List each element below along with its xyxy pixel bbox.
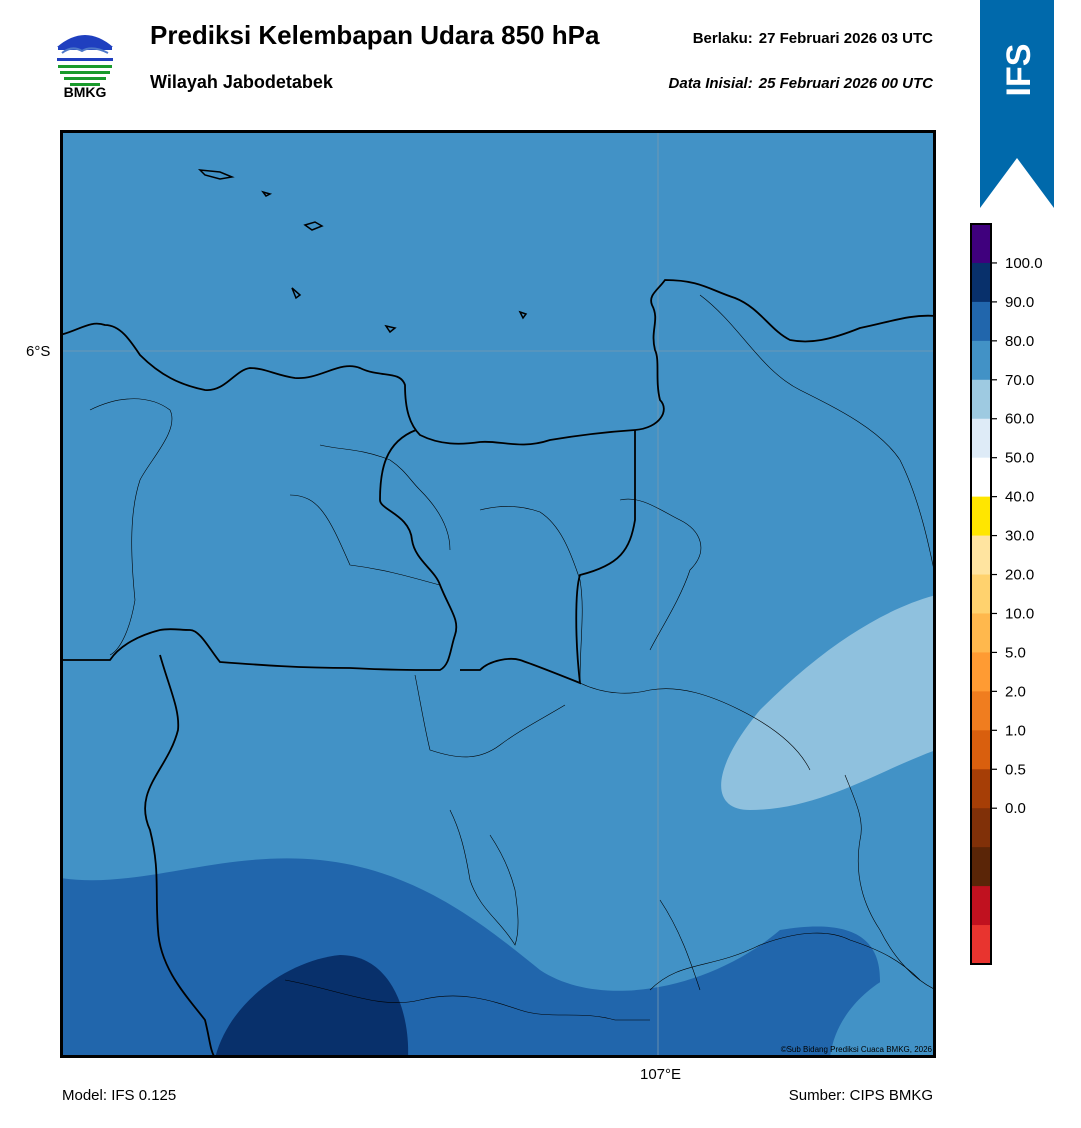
colorbar-segment xyxy=(971,457,991,498)
valid-time: Berlaku: 27 Februari 2026 03 UTC xyxy=(693,30,933,47)
valid-value: 27 Februari 2026 03 UTC xyxy=(758,30,933,47)
colorbar-tick-label: 40.0 xyxy=(1005,489,1034,506)
island xyxy=(384,324,397,334)
valid-label: Berlaku: xyxy=(692,30,753,47)
longitude-label: 107°E xyxy=(640,1066,682,1083)
humidity-map: ©Sub Bidang Prediksi Cuaca BMKG, 2026 xyxy=(60,130,936,1058)
colorbar-tick-label: 30.0 xyxy=(1005,528,1034,545)
bmkg-logo-icon xyxy=(54,29,116,91)
colorbar-tick-label: 50.0 xyxy=(1005,450,1034,467)
colorbar-tick-label: 100.0 xyxy=(1005,255,1043,272)
logo-label: BMKG xyxy=(63,84,107,100)
banner-text: IFS xyxy=(1000,44,1038,97)
init-label: Data Inisial: xyxy=(668,75,753,92)
island xyxy=(197,169,235,180)
colorbar-segment xyxy=(971,535,991,576)
colorbar-tick-label: 0.5 xyxy=(1005,761,1026,778)
colorbar-tick-label: 2.0 xyxy=(1005,683,1026,700)
colorbar-legend: 100.0 90.0 80.0 70.0 60.0 50.0 40.0 30.0 20.0 10.… xyxy=(970,223,1043,965)
humidity-mid-region-2 xyxy=(830,960,934,1056)
humidity-light-region xyxy=(721,595,934,810)
island xyxy=(261,190,273,197)
colorbar-tick-label: 60.0 xyxy=(1005,411,1034,428)
regency-borders xyxy=(89,294,934,1021)
province-border xyxy=(460,430,636,685)
colorbar-tick-label: 10.0 xyxy=(1005,605,1034,622)
colorbar-segment xyxy=(971,808,991,848)
island xyxy=(303,221,324,231)
colorbar-tick-label: 5.0 xyxy=(1005,644,1026,661)
colorbar-segment xyxy=(971,418,991,459)
model-label: Model: IFS 0.125 xyxy=(62,1087,177,1104)
coastline xyxy=(62,279,934,446)
colorbar-segment xyxy=(971,691,991,731)
colorbar-segment xyxy=(971,574,991,614)
colorbar-tick-label: 1.0 xyxy=(1005,722,1026,739)
colorbar-tick-label: 90.0 xyxy=(1005,294,1034,311)
colorbar-frame xyxy=(970,223,992,965)
ifs-banner xyxy=(980,0,1054,208)
island xyxy=(518,310,528,320)
chart-title: Prediksi Kelembapan Udara 850 hPa xyxy=(150,20,600,50)
colorbar-segment xyxy=(971,769,991,809)
colorbar-tick-label: 80.0 xyxy=(1005,333,1034,350)
source-label: Sumber: CIPS BMKG xyxy=(788,1087,933,1104)
province-border xyxy=(62,429,458,671)
colorbar-tick-label: 20.0 xyxy=(1005,567,1034,584)
latitude-label: 6°S xyxy=(26,343,51,360)
colorbar-segment xyxy=(971,340,991,381)
colorbar-segment xyxy=(971,847,991,887)
colorbar-segment xyxy=(971,262,991,303)
colorbar-tick-label: 70.0 xyxy=(1005,372,1034,389)
colorbar-segment xyxy=(971,379,991,420)
init-time: Data Inisial: 25 Februari 2026 00 UTC xyxy=(669,75,933,92)
region-subtitle: Wilayah Jabodetabek xyxy=(150,72,333,92)
map-frame xyxy=(60,130,936,1058)
colorbar-segment xyxy=(971,301,991,342)
humidity-dark-region xyxy=(215,955,409,1056)
colorbar-segment xyxy=(971,496,991,537)
init-value: 25 Februari 2026 00 UTC xyxy=(758,75,933,92)
colorbar-segment xyxy=(971,613,991,653)
ifs-banner-label: IFS xyxy=(1000,44,1038,97)
province-border xyxy=(144,654,215,1056)
colorbar-segment xyxy=(971,886,991,926)
copyright-text: ©Sub Bidang Prediksi Cuaca BMKG, 2026 xyxy=(781,1045,933,1054)
colorbar-tick-label: 0.0 xyxy=(1005,800,1026,817)
colorbar-segment xyxy=(971,652,991,692)
colorbar-segment xyxy=(971,730,991,770)
colorbar-segment xyxy=(971,224,991,264)
island xyxy=(291,287,302,300)
colorbar-segment xyxy=(971,925,991,965)
